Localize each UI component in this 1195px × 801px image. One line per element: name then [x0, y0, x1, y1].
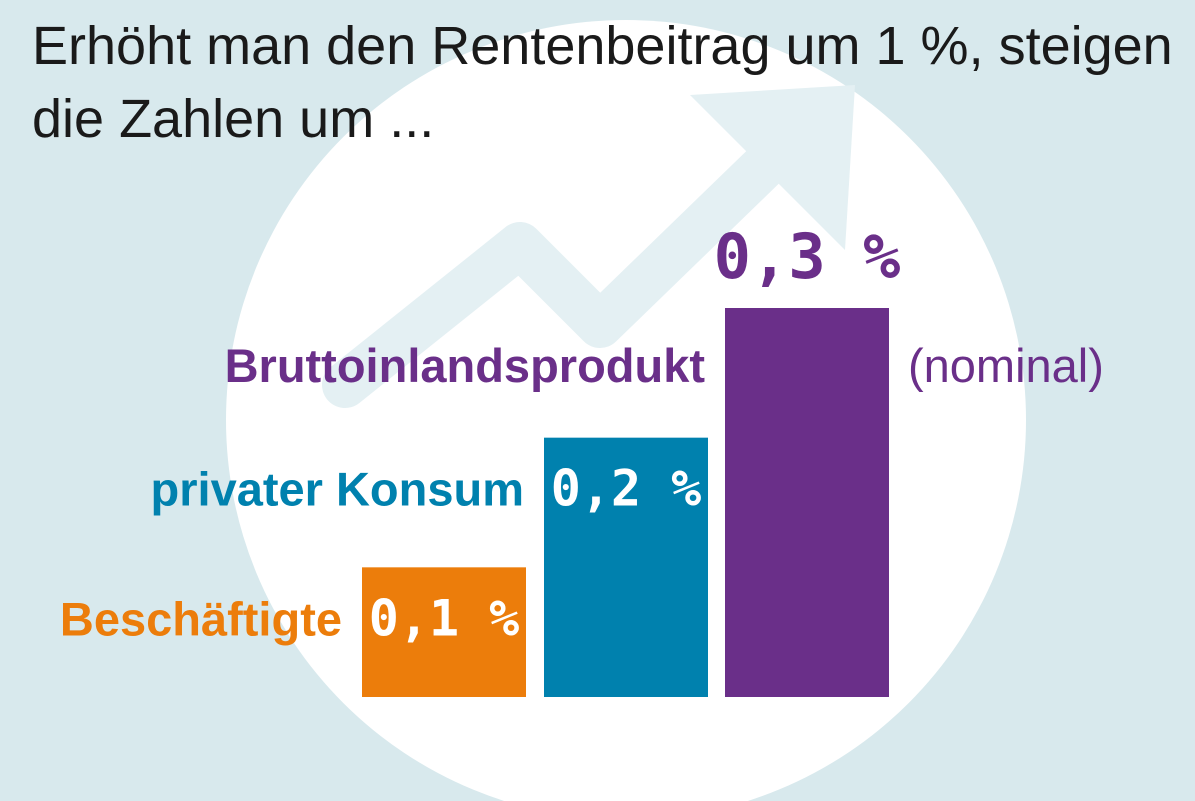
title-line-1: Erhöht man den Rentenbeitrag um 1 %, ste… — [32, 16, 1173, 76]
bar-privater-konsum — [544, 437, 708, 697]
title-line-2: die Zahlen um ... — [32, 89, 434, 149]
category-note: (nominal) — [908, 339, 1104, 392]
trend-arrow-head-icon — [690, 85, 855, 250]
bar-bruttoinlandsprodukt — [725, 308, 889, 697]
trend-arrow-icon — [322, 142, 788, 408]
category-label-bruttoinlandsprodukt: Bruttoinlandsprodukt — [225, 339, 706, 392]
bar-beschaeftigte — [362, 567, 526, 697]
value-label-privater-konsum: 0,2 % — [551, 460, 702, 518]
value-label-bruttoinlandsprodukt: 0,3 % — [714, 220, 901, 293]
value-label-beschaeftigte: 0,1 % — [369, 589, 520, 647]
category-label-beschaeftigte: Beschäftigte — [60, 592, 342, 645]
category-label-privater-konsum: privater Konsum — [151, 463, 524, 516]
